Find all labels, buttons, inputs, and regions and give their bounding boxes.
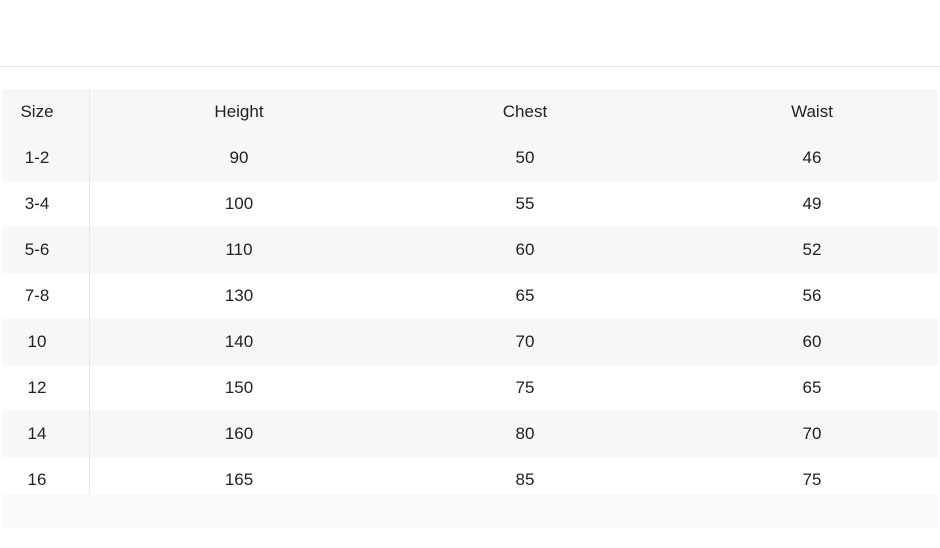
cell-size: 5-6 <box>2 227 90 273</box>
table-row: 7-8 130 65 56 <box>2 273 938 319</box>
cell-chest: 60 <box>515 240 535 259</box>
cell-waist: 52 <box>802 240 822 259</box>
cell-height: 160 <box>224 424 254 443</box>
cell-chest: 75 <box>515 378 535 397</box>
cell-waist: 70 <box>802 424 822 443</box>
cell-size: 10 <box>2 319 90 365</box>
cell-waist: 60 <box>802 332 822 351</box>
header-waist: Waist <box>791 102 833 121</box>
cell-size: 3-4 <box>2 181 90 227</box>
cell-height: 140 <box>224 332 254 351</box>
header-size: Size <box>2 89 90 135</box>
table-row: 10 140 70 60 <box>2 319 938 365</box>
cell-size: 12 <box>2 365 90 411</box>
table-row: 3-4 100 55 49 <box>2 181 938 227</box>
cell-size: 14 <box>2 411 90 457</box>
cell-chest: 65 <box>515 286 535 305</box>
table-footer-band <box>2 494 938 528</box>
cell-size: 1-2 <box>2 135 90 181</box>
cell-waist: 65 <box>802 378 822 397</box>
cell-waist: 46 <box>802 148 822 167</box>
table-row: 16 165 85 75 <box>2 457 938 494</box>
cell-waist: 56 <box>802 286 822 305</box>
cell-chest: 55 <box>515 194 535 213</box>
table-row: 14 160 80 70 <box>2 411 938 457</box>
table-row: 12 150 75 65 <box>2 365 938 411</box>
cell-size: 16 <box>2 457 90 494</box>
cell-chest: 80 <box>515 424 535 443</box>
cell-waist: 49 <box>802 194 822 213</box>
cell-height: 110 <box>225 240 253 259</box>
divider <box>0 66 940 67</box>
cell-height: 165 <box>224 470 254 489</box>
cell-chest: 85 <box>515 470 535 489</box>
table-header-row: Size Height Chest Waist <box>2 89 938 135</box>
cell-size: 7-8 <box>2 273 90 319</box>
cell-waist: 75 <box>802 470 822 489</box>
table-row: 1-2 90 50 46 <box>2 135 938 181</box>
header-chest: Chest <box>502 102 548 121</box>
cell-chest: 50 <box>515 148 535 167</box>
cell-chest: 70 <box>515 332 535 351</box>
cell-height: 100 <box>224 194 254 213</box>
table-row: 5-6 110 60 52 <box>2 227 938 273</box>
cell-height: 150 <box>224 378 254 397</box>
cell-height: 130 <box>224 286 254 305</box>
header-height: Height <box>214 102 264 121</box>
size-chart-table-container[interactable]: Size Height Chest Waist 1-2 90 50 46 3-4 100 5… <box>2 89 938 494</box>
cell-height: 90 <box>229 148 249 167</box>
size-chart-table: Size Height Chest Waist 1-2 90 50 46 3-4 100 5… <box>2 89 938 494</box>
